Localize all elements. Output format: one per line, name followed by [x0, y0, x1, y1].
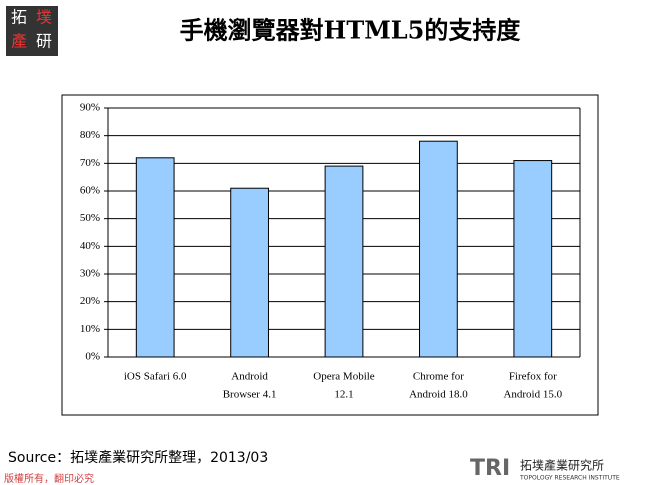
bar [324, 165, 364, 358]
x-tick-label: Android [231, 371, 268, 383]
y-tick-label: 30% [80, 268, 100, 280]
x-tick-label: Firefox for [509, 371, 557, 383]
y-tick-label: 90% [80, 102, 100, 114]
chart-title: 手機瀏覽器對HTML5的支持度 [180, 16, 522, 45]
footer-bar [0, 472, 650, 485]
y-tick-label: 70% [80, 157, 100, 169]
bar [513, 160, 553, 358]
brand: TRI [470, 456, 510, 481]
copyright: 版權所有，翻印必究 [4, 472, 94, 485]
y-tick-label: 80% [80, 129, 100, 141]
y-tick-label: 50% [80, 212, 100, 224]
source: Source：拓墣產業研究所整理，2013/03 [8, 449, 268, 466]
logo-text: 拓 [11, 8, 27, 27]
bar [230, 187, 269, 358]
y-tick-label: 60% [80, 185, 100, 197]
logo-box [6, 6, 58, 56]
bar [419, 140, 458, 358]
x-tick-label: 12.1 [334, 389, 353, 401]
x-tick-label: Opera Mobile [313, 371, 375, 383]
bar [135, 157, 175, 358]
y-tick-label: 0% [85, 351, 100, 363]
logo-text: 產 [11, 32, 27, 51]
institute: 拓墣產業研究所 [520, 458, 604, 473]
institute-en: TOPOLOGY RESEARCH INSTITUTE [519, 475, 620, 482]
logo-text: 研 [36, 32, 52, 51]
y-tick-label: 10% [80, 323, 100, 335]
plot: 0% 10% 20% 30% 40% 50% 60% 70% 80% 90% iOS Safari … [80, 102, 581, 401]
logo-text: 墣 [36, 8, 52, 27]
x-tick-label: Browser 4.1 [223, 389, 277, 401]
y-tick-label: 40% [80, 240, 100, 252]
x-tick-label: Android 15.0 [503, 389, 562, 401]
x-tick-label: iOS Safari 6.0 [124, 371, 187, 383]
x-tick-label: Chrome for [413, 371, 464, 383]
y-tick-label: 20% [80, 295, 100, 307]
x-tick-label: Android 18.0 [409, 389, 468, 401]
